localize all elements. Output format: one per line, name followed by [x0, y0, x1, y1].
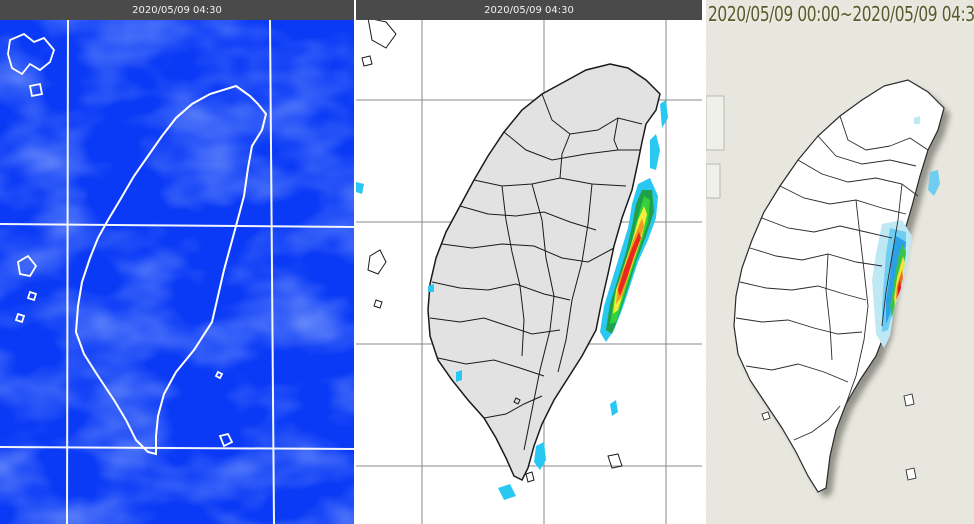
- county-boundaries: [429, 93, 643, 451]
- rainfall-county-boundaries: [735, 115, 929, 441]
- radar-map: [356, 0, 702, 524]
- lat-lon-grid: [0, 19, 354, 524]
- rainfall-panel: 2020/05/09 00:00~2020/05/09 04:30: [706, 0, 974, 524]
- rainfall-period-title: 2020/05/09 00:00~2020/05/09 04:30: [708, 2, 974, 26]
- satellite-panel: 2020/05/09 04:30: [0, 0, 354, 524]
- legend-tabs: [706, 95, 725, 199]
- radar-panel: 2020/05/09 04:30: [356, 0, 702, 524]
- radar-echoes: [356, 100, 668, 500]
- island-outlines: [7, 32, 234, 448]
- radar-timestamp: 2020/05/09 04:30: [356, 0, 702, 20]
- satellite-timestamp: 2020/05/09 04:30: [0, 0, 354, 20]
- rainfall-land: [733, 79, 945, 493]
- rainfall-accumulation: [872, 116, 940, 348]
- rainfall-islands: [761, 393, 917, 481]
- taiwan-land: [427, 63, 661, 482]
- taiwan-coastline: [74, 84, 268, 456]
- radar-islands: [361, 17, 623, 483]
- rainfall-map: [706, 0, 974, 524]
- satellite-map: [0, 0, 354, 524]
